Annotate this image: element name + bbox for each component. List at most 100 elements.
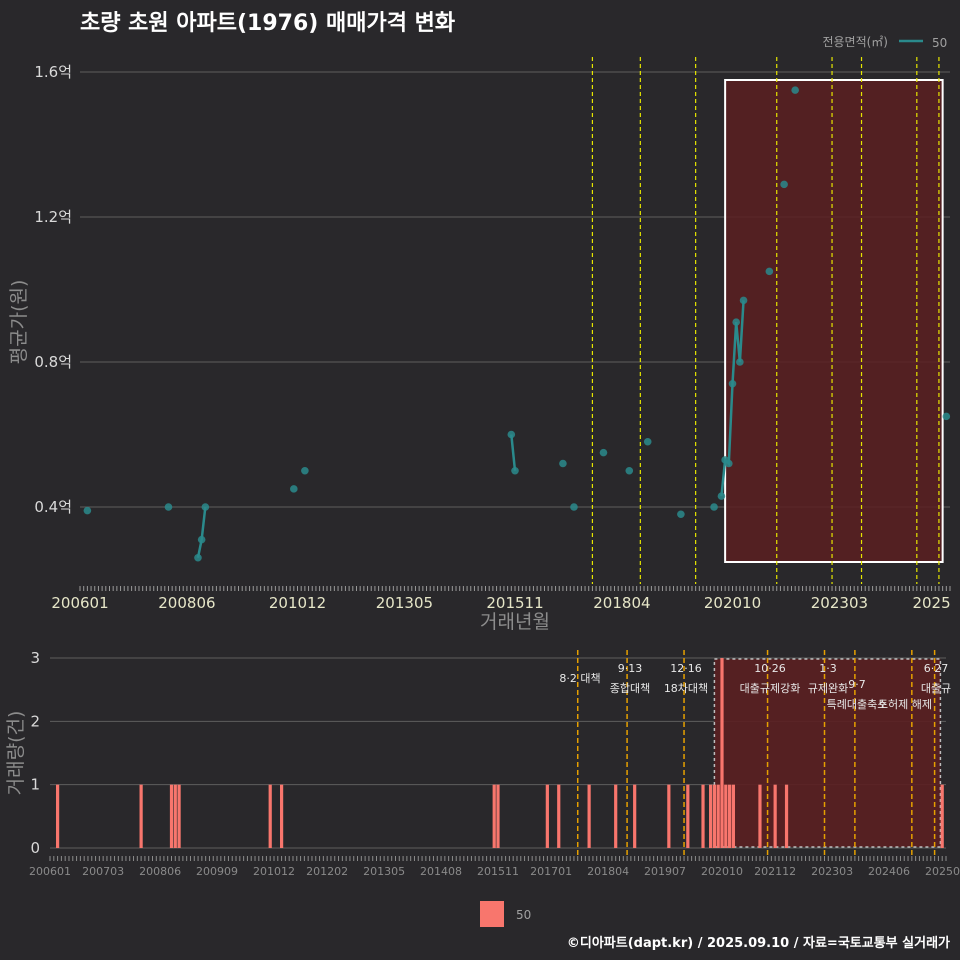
volume-bar — [496, 784, 500, 848]
volume-bar — [268, 784, 272, 848]
data-point — [942, 412, 951, 421]
volume-bar — [686, 784, 690, 848]
data-point — [710, 503, 718, 511]
data-point — [625, 466, 634, 475]
x-tick-label: 201305 — [376, 594, 433, 612]
x-tick-label: 200909 — [196, 865, 238, 878]
data-point — [765, 267, 774, 276]
data-point — [197, 535, 206, 544]
volume-bar — [720, 658, 724, 848]
data-point — [570, 503, 578, 511]
data-point — [791, 86, 799, 94]
policy-label-sub: 특례대출축소 — [827, 698, 888, 711]
chart-caption: ©디아파트(dapt.kr) / 2025.09.10 / 자료=국토교통부 실… — [567, 935, 950, 951]
data-point — [677, 510, 685, 519]
policy-label-sub: 토허제 해제 — [878, 697, 932, 711]
data-point — [736, 358, 744, 366]
x-tick-label: 202509 — [925, 865, 960, 878]
data-point — [728, 379, 737, 388]
y-tick-label: 0.8억 — [34, 353, 72, 371]
data-point — [194, 553, 202, 562]
volume-bar — [727, 784, 732, 848]
volume-bar — [712, 784, 717, 848]
policy-label-sub: 규제완화 — [808, 682, 848, 695]
y-tick-label: 3 — [30, 649, 40, 667]
y-tick-label: 1.6억 — [34, 63, 72, 81]
x-tick-label: 200601 — [51, 594, 108, 612]
data-point — [83, 506, 92, 515]
volume-bar — [55, 784, 60, 848]
data-point — [164, 503, 173, 511]
data-point — [301, 466, 309, 475]
series-line — [196, 506, 207, 558]
x-tick-label: 202303 — [811, 594, 868, 612]
policy-label: 10·26 — [754, 662, 786, 675]
x-tick-label: 201804 — [587, 865, 629, 878]
policy-label-sub: 대출규제강화 — [740, 682, 801, 695]
x-tick-label: 201012 — [269, 594, 326, 612]
volume-panel: 0 1 2 3 8·2 대책 9·13 종합대책 12·16 18차대책 10·26 대출규제강화 1… — [5, 649, 960, 927]
volume-bar — [139, 784, 143, 848]
x-tick-label: 201907 — [644, 865, 686, 878]
series-line — [510, 434, 517, 471]
legend-entry: 50 — [932, 36, 947, 50]
volume-bar — [784, 784, 789, 848]
data-point — [599, 448, 608, 457]
policy-label: 1·3 — [819, 662, 837, 675]
policy-label-sub: 대출규 — [921, 682, 951, 695]
policy-label: 9·13 — [618, 662, 643, 675]
highlight-region — [713, 658, 942, 848]
x-tick-label: 201511 — [486, 594, 543, 612]
chart-title: 초량 초원 아파트(1976) 매매가격 변화 — [80, 11, 455, 36]
volume-bar — [716, 784, 720, 848]
highlight-region — [724, 79, 944, 563]
volume-bar — [633, 784, 637, 848]
x-tick-label: 201511 — [477, 865, 519, 878]
volume-bar — [940, 784, 944, 848]
volume-bar — [279, 784, 284, 848]
data-point — [732, 318, 740, 326]
volume-bar — [177, 784, 181, 848]
x-tick-label: 201701 — [530, 865, 572, 878]
price-panel: 0.4억 0.8억 1.2억 1.6억 200601 200806 201012 201305… — [8, 35, 951, 633]
volume-bar — [557, 784, 561, 848]
data-point — [290, 485, 298, 493]
x-tick-label: 200703 — [82, 865, 124, 878]
volume-bar — [758, 784, 762, 848]
x-tick-label: 202010 — [704, 594, 761, 612]
volume-bar — [173, 784, 177, 848]
y-axis-title: 평균가(원) — [8, 280, 30, 365]
data-point — [507, 430, 516, 439]
data-point — [717, 492, 726, 500]
data-point — [559, 459, 567, 468]
data-point — [201, 503, 210, 511]
x-tick-label: 201012 — [253, 865, 295, 878]
policy-label: 6·27 — [924, 662, 949, 675]
legend-title: 전용면적(㎡) — [822, 35, 888, 49]
volume-bar — [701, 784, 705, 848]
volume-bar — [773, 784, 777, 848]
x-tick-label: 201408 — [420, 865, 462, 878]
x-tick-label: 201305 — [363, 865, 405, 878]
legend-entry: 50 — [516, 908, 531, 922]
volume-bar — [587, 784, 591, 848]
volume-bar — [492, 784, 496, 848]
policy-label-sub: 18차대책 — [664, 682, 708, 695]
data-point — [643, 437, 652, 446]
y-tick-label: 1.2억 — [34, 208, 72, 226]
policy-label: 9·7 — [848, 678, 866, 691]
volume-bar — [614, 784, 618, 848]
data-point — [780, 180, 788, 189]
volume-bar — [731, 784, 735, 848]
x-tick-label: 201202 — [306, 865, 348, 878]
x-tick-label: 202303 — [811, 865, 853, 878]
x-tick-label: 2025 — [912, 594, 950, 612]
volume-bar — [709, 784, 713, 848]
volume-bar — [169, 784, 174, 848]
y-tick-label: 0.4억 — [34, 498, 72, 516]
policy-label: 8·2 대책 — [559, 672, 600, 685]
y-tick-label: 2 — [30, 712, 40, 730]
x-tick-label: 202010 — [701, 865, 743, 878]
